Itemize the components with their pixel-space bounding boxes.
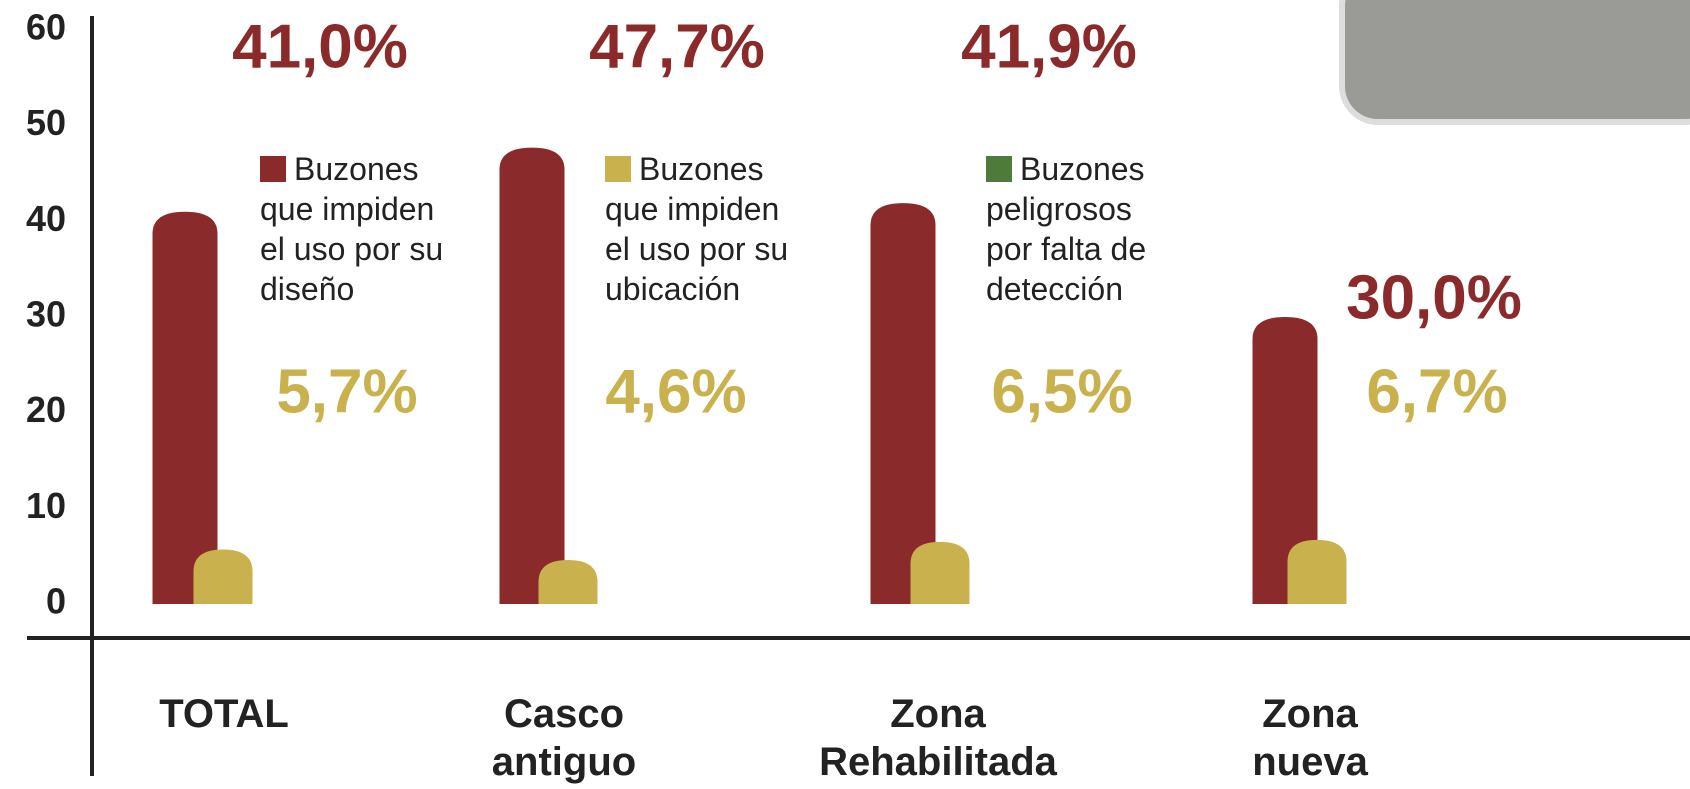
- x-tick-label: TOTAL: [159, 690, 289, 738]
- bar: [500, 148, 565, 604]
- value-label: 30,0%: [1346, 263, 1522, 332]
- x-tick-label: Zona Rehabilitada: [819, 690, 1057, 786]
- y-tick-label: 30: [26, 294, 66, 335]
- legend-entry: Buzones que impiden el uso por su diseño: [260, 149, 460, 309]
- y-tick-label: 40: [26, 198, 66, 239]
- x-tick-label: Zona nueva: [1252, 690, 1368, 786]
- bar: [153, 212, 218, 604]
- bar: [539, 560, 598, 604]
- bar: [911, 542, 970, 604]
- value-label: 47,7%: [589, 12, 765, 81]
- x-tick-label: Casco antiguo: [492, 690, 636, 786]
- value-label: 6,7%: [1366, 357, 1507, 426]
- legend-label: Buzones que impiden el uso por su diseño: [260, 151, 443, 307]
- y-tick-label: 0: [46, 581, 66, 622]
- legend-entry: Buzones que impiden el uso por su ubicac…: [605, 149, 805, 309]
- y-tick-label: 20: [26, 389, 66, 430]
- bar: [194, 549, 253, 604]
- value-label: 4,6%: [605, 357, 746, 426]
- value-label: 41,0%: [232, 12, 408, 81]
- legend-swatch: [260, 156, 286, 182]
- legend-swatch: [986, 156, 1012, 182]
- value-label: 41,9%: [961, 12, 1137, 81]
- chart-svg: 0 10 20 30 40 50 60 41,0% 47,7% 41,9% 30,0% 5,7% 4,6…: [0, 0, 1690, 789]
- chart: 0 10 20 30 40 50 60 41,0% 47,7% 41,9% 30,0% 5,7% 4,6…: [0, 0, 1690, 789]
- legend-swatch: [605, 156, 631, 182]
- y-tick-label: 60: [26, 7, 66, 48]
- y-tick-label: 50: [26, 102, 66, 143]
- photo: [1342, 0, 1690, 122]
- value-label: 6,5%: [991, 357, 1132, 426]
- value-label: 5,7%: [276, 357, 417, 426]
- y-tick-label: 10: [26, 485, 66, 526]
- bar: [1288, 540, 1347, 604]
- legend-entry: Buzones peligrosos por falta de detecció…: [986, 149, 1186, 309]
- legend-label: Buzones que impiden el uso por su ubicac…: [605, 151, 788, 307]
